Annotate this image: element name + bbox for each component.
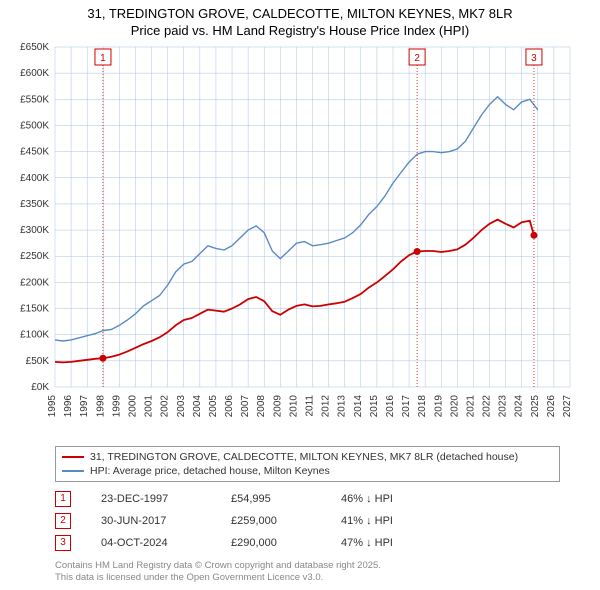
svg-text:2007: 2007 [240, 394, 251, 417]
sale-markers-table: 1 23-DEC-1997 £54,995 46% ↓ HPI 2 30-JUN… [55, 488, 560, 554]
svg-text:2023: 2023 [498, 394, 509, 417]
marker-badge-icon: 3 [55, 535, 71, 551]
legend-item: 31, TREDINGTON GROVE, CALDECOTTE, MILTON… [62, 450, 553, 464]
table-row: 1 23-DEC-1997 £54,995 46% ↓ HPI [55, 488, 560, 510]
copyright-footer: Contains HM Land Registry data © Crown c… [55, 560, 560, 585]
svg-text:2025: 2025 [530, 394, 541, 417]
line-chart: £0K £50K £100K £150K £200K £250K £300K £350K £40… [0, 42, 600, 442]
footer-line: This data is licensed under the Open Gov… [55, 572, 560, 584]
svg-text:£450K: £450K [20, 146, 49, 157]
svg-text:£50K: £50K [26, 356, 50, 367]
svg-text:2013: 2013 [337, 394, 348, 417]
svg-text:2018: 2018 [417, 394, 428, 417]
table-row: 2 30-JUN-2017 £259,000 41% ↓ HPI [55, 510, 560, 532]
svg-text:£600K: £600K [20, 68, 49, 79]
chart-area: £0K £50K £100K £150K £200K £250K £300K £350K £40… [0, 42, 600, 442]
table-row: 3 04-OCT-2024 £290,000 47% ↓ HPI [55, 532, 560, 554]
svg-text:2001: 2001 [144, 394, 155, 417]
svg-text:2012: 2012 [321, 394, 332, 417]
svg-text:1996: 1996 [63, 394, 74, 417]
svg-text:2006: 2006 [224, 394, 235, 417]
sale-price: £259,000 [231, 515, 311, 527]
sale-date: 23-DEC-1997 [101, 493, 201, 505]
svg-text:2014: 2014 [353, 394, 364, 417]
svg-text:3: 3 [531, 53, 537, 64]
svg-text:£350K: £350K [20, 199, 49, 210]
svg-text:£100K: £100K [20, 329, 49, 340]
svg-text:1995: 1995 [47, 394, 58, 417]
svg-text:£550K: £550K [20, 94, 49, 105]
marker-badge-icon: 2 [55, 513, 71, 529]
legend-label: HPI: Average price, detached house, Milt… [90, 465, 330, 477]
footer-line: Contains HM Land Registry data © Crown c… [55, 560, 560, 572]
chart-title: 31, TREDINGTON GROVE, CALDECOTTE, MILTON… [0, 0, 600, 42]
svg-text:2022: 2022 [482, 394, 493, 417]
legend-label: 31, TREDINGTON GROVE, CALDECOTTE, MILTON… [90, 451, 518, 463]
legend-swatch [62, 456, 84, 458]
svg-text:2019: 2019 [433, 394, 444, 417]
svg-text:£250K: £250K [20, 251, 49, 262]
svg-text:2: 2 [414, 53, 420, 64]
svg-text:2020: 2020 [449, 394, 460, 417]
svg-text:2011: 2011 [305, 394, 316, 416]
svg-text:£650K: £650K [20, 42, 49, 53]
legend: 31, TREDINGTON GROVE, CALDECOTTE, MILTON… [55, 446, 560, 482]
svg-text:2002: 2002 [160, 394, 171, 417]
svg-text:2008: 2008 [256, 394, 267, 417]
svg-text:2024: 2024 [514, 394, 525, 417]
svg-text:2004: 2004 [192, 394, 203, 417]
legend-swatch [62, 470, 84, 472]
sale-vs-hpi: 41% ↓ HPI [341, 515, 461, 527]
svg-text:2009: 2009 [272, 394, 283, 417]
legend-item: HPI: Average price, detached house, Milt… [62, 464, 553, 478]
svg-text:1997: 1997 [79, 394, 90, 417]
marker-badge-icon: 1 [55, 491, 71, 507]
svg-text:2010: 2010 [288, 394, 299, 417]
title-line-1: 31, TREDINGTON GROVE, CALDECOTTE, MILTON… [10, 6, 590, 23]
sale-date: 04-OCT-2024 [101, 537, 201, 549]
svg-text:2003: 2003 [176, 394, 187, 417]
sale-price: £54,995 [231, 493, 311, 505]
svg-text:2005: 2005 [208, 394, 219, 417]
svg-text:2000: 2000 [127, 394, 138, 417]
sale-price: £290,000 [231, 537, 311, 549]
title-line-2: Price paid vs. HM Land Registry's House … [10, 23, 590, 40]
sale-vs-hpi: 46% ↓ HPI [341, 493, 461, 505]
svg-text:1: 1 [100, 53, 106, 64]
svg-text:2027: 2027 [562, 394, 573, 417]
svg-text:£300K: £300K [20, 225, 49, 236]
svg-text:1999: 1999 [111, 394, 122, 417]
sale-vs-hpi: 47% ↓ HPI [341, 537, 461, 549]
svg-text:£200K: £200K [20, 277, 49, 288]
svg-text:£150K: £150K [20, 303, 49, 314]
svg-text:£500K: £500K [20, 120, 49, 131]
svg-text:2016: 2016 [385, 394, 396, 417]
svg-text:1998: 1998 [95, 394, 106, 417]
svg-text:2015: 2015 [369, 394, 380, 417]
svg-text:2017: 2017 [401, 394, 412, 417]
svg-text:2026: 2026 [546, 394, 557, 417]
svg-text:£400K: £400K [20, 173, 49, 184]
svg-text:2021: 2021 [465, 394, 476, 417]
sale-date: 30-JUN-2017 [101, 515, 201, 527]
svg-text:£0K: £0K [31, 382, 49, 393]
